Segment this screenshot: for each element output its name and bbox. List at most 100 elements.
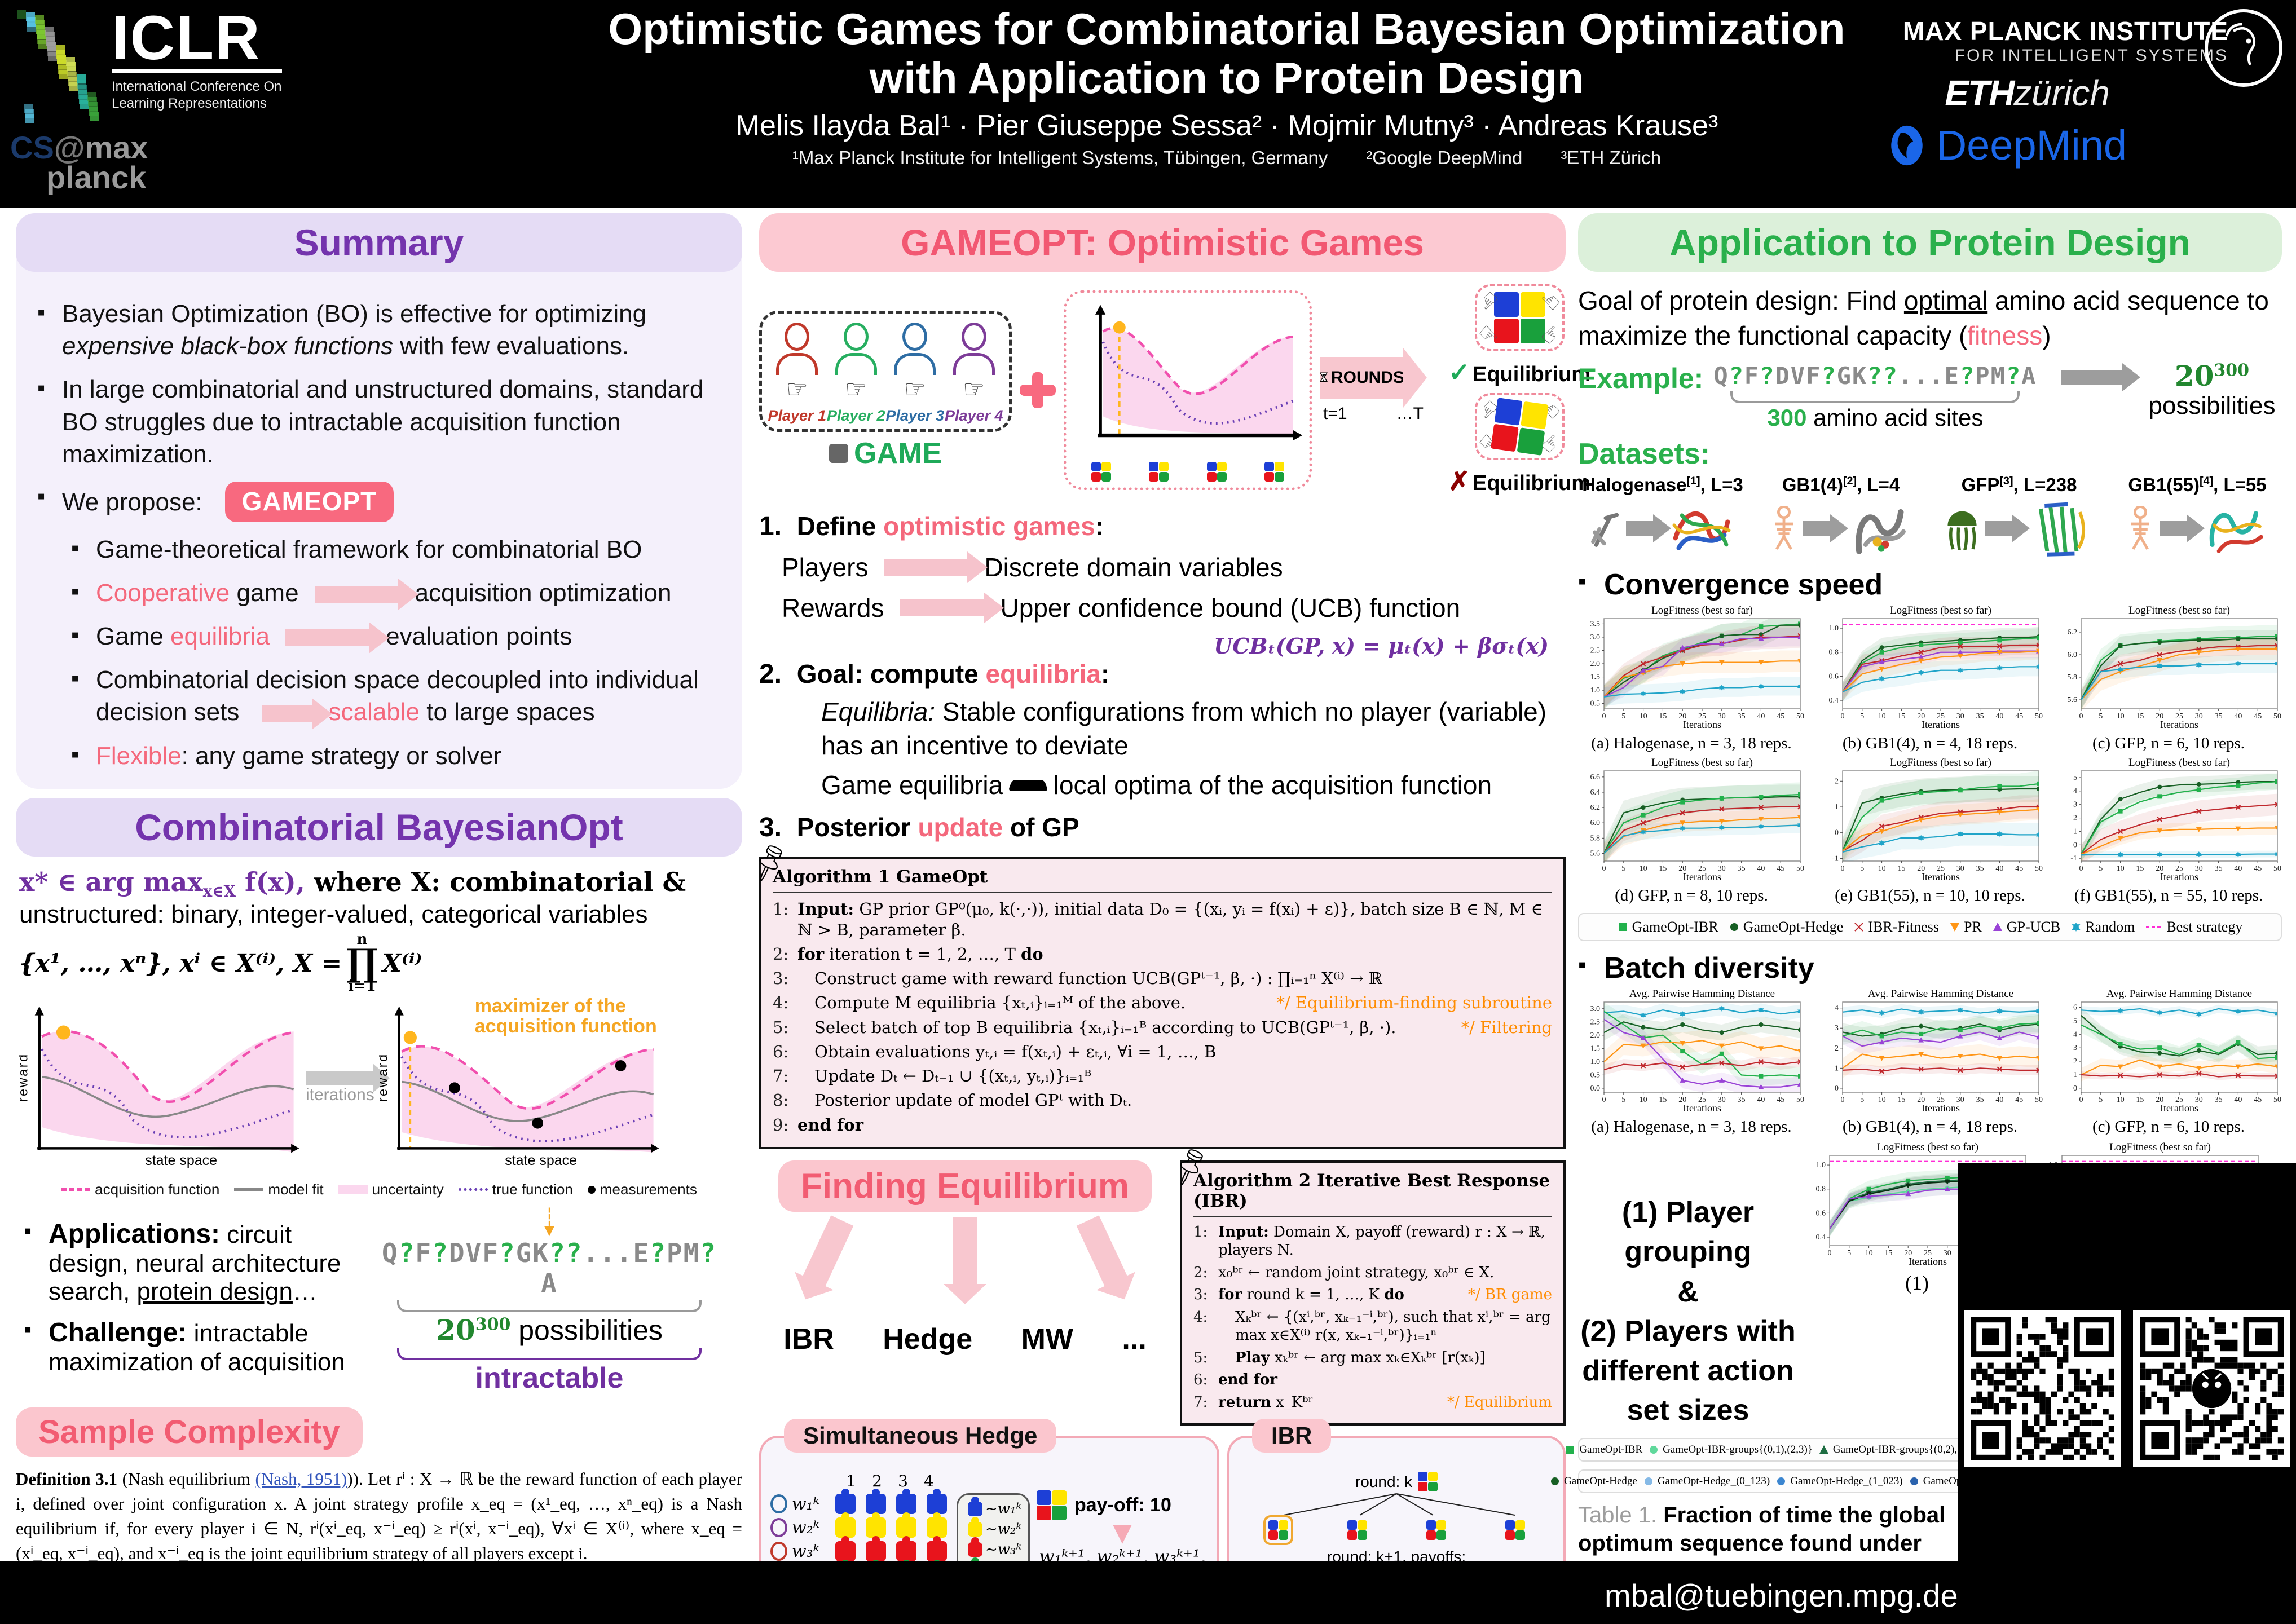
svg-text:25: 25 — [1698, 1096, 1706, 1104]
svg-text:0: 0 — [1835, 1084, 1839, 1093]
svg-text:50: 50 — [1796, 864, 1804, 873]
algorithm-line: 1: Input: GP prior GP⁰(μ₀, k(·,·)), initi… — [773, 899, 1544, 939]
svg-text:5: 5 — [2073, 774, 2077, 782]
jellyfish-icon — [1947, 511, 1977, 551]
svg-text:45: 45 — [1777, 1096, 1784, 1104]
amino-sequence: Q?F?DVF?GK??...E?PM?A — [1713, 362, 2037, 390]
svg-text:2.5: 2.5 — [1590, 647, 1601, 655]
svg-text:15: 15 — [2136, 1096, 2144, 1104]
svg-text:0.5: 0.5 — [1590, 1071, 1601, 1080]
truefn-swatch — [458, 1188, 488, 1191]
convergence-charts: LogFitness (best so far) 0.5 1.0 1.5 2.0 2.5 3… — [1578, 604, 2282, 905]
algorithm-line: 9: end for — [773, 1115, 864, 1135]
solver-hedge: Hedge — [883, 1322, 973, 1356]
algorithm-line: 2: for iteration t = 1, 2, …, T do — [773, 944, 1043, 964]
algorithm-2: 📌︎ Algorithm 2 Iterative Best Response (… — [1166, 1142, 1566, 1426]
puzzle-config-icon — [1206, 462, 1227, 482]
svg-text:30: 30 — [1718, 712, 1726, 721]
svg-text:5.8: 5.8 — [1590, 835, 1601, 843]
algorithm-line: 2: x₀ᵇʳ ← random joint strategy, x₀ᵇʳ ∈ X… — [1193, 1264, 1495, 1281]
svg-text:20: 20 — [1678, 864, 1686, 873]
svg-text:50: 50 — [2035, 864, 2043, 873]
main-legend: GameOpt-IBR GameOpt-Hedge IBR-Fitness PR GP-… — [1578, 913, 2282, 942]
payoff-label: pay-off: 10 — [1074, 1494, 1171, 1516]
svg-text:30: 30 — [1956, 864, 1964, 873]
svg-text:3.0: 3.0 — [1590, 1005, 1601, 1013]
dataset-gb1-4: GB1(4)[2], L=4 — [1756, 474, 1925, 558]
nash-link[interactable]: (Nash, 1951) — [255, 1469, 347, 1489]
svg-text:5.6: 5.6 — [1590, 850, 1601, 858]
svg-text:35: 35 — [1976, 1096, 1984, 1104]
qr-code — [2132, 1309, 2290, 1467]
qr-panel: Paper Code — [1958, 1163, 2296, 1624]
svg-text:Avg. Pairwise Hamming Distance: Avg. Pairwise Hamming Distance — [1868, 988, 2013, 1000]
svg-text:5: 5 — [2073, 1017, 2077, 1026]
svg-text:0: 0 — [1828, 1249, 1832, 1257]
summary-bullet-1: Bayesian Optimization (BO) is effective … — [33, 298, 725, 362]
pink-arrow-icon — [314, 579, 418, 611]
svg-text:LogFitness (best so far): LogFitness (best so far) — [1651, 605, 1753, 616]
svg-text:30: 30 — [1956, 712, 1964, 721]
algorithm-1: 📌︎ Algorithm 1 GameOpt 1: Input: GP prior… — [745, 839, 1566, 1149]
svg-text:35: 35 — [1976, 864, 1984, 873]
svg-text:10: 10 — [1640, 864, 1647, 873]
svg-text:2.0: 2.0 — [1590, 1031, 1601, 1040]
svg-text:25: 25 — [2175, 712, 2183, 721]
svg-text:10: 10 — [2117, 864, 2125, 873]
svg-text:1: 1 — [1835, 803, 1839, 811]
svg-text:5: 5 — [2099, 864, 2103, 873]
equilibrium-box-bad: ☞ ☞ ☞ ☞ — [1472, 393, 1567, 460]
summary-bullet-2: In large combinatorial and unstructured … — [33, 373, 725, 470]
svg-text:35: 35 — [1738, 1096, 1746, 1104]
example-row: Example: Q?F?DVF?GK??...E?PM?A 300 amino… — [1578, 359, 2276, 431]
puzzle-scattered-icon — [1490, 398, 1549, 456]
candidate-1 — [1263, 1515, 1293, 1546]
svg-text:45: 45 — [2254, 712, 2262, 721]
summary-panel: Summary Bayesian Optimization (BO) is ef… — [16, 213, 742, 789]
rewards-mapping: Rewards Upper confidence bound (UCB) func… — [782, 592, 1461, 624]
svg-text:1.5: 1.5 — [1590, 1045, 1601, 1053]
purple-brace — [397, 1348, 702, 1361]
intractable-label: intractable — [475, 1362, 624, 1395]
svg-text:5: 5 — [1860, 712, 1864, 721]
acquisition-swatch — [61, 1188, 91, 1191]
svg-text:10: 10 — [1640, 712, 1647, 721]
hedge-row-1: w₁ᵏ — [770, 1494, 950, 1515]
svg-text:35: 35 — [1738, 712, 1746, 721]
amino-sequence: Q?F?DVF?GK??...E?PM?A — [382, 1238, 717, 1299]
puzzle-icon — [829, 443, 848, 463]
svg-text:1: 1 — [2073, 1071, 2077, 1079]
gray-arrow-icon — [2061, 363, 2141, 392]
authors: Melis Ilayda Bal¹ · Pier Giuseppe Sessa²… — [735, 109, 1718, 142]
header: ICLR International Conference On Learning… — [0, 0, 2296, 208]
svg-text:30: 30 — [2195, 712, 2203, 721]
svg-text:5: 5 — [1621, 864, 1625, 873]
svg-text:reward: reward — [379, 1053, 390, 1102]
svg-text:25: 25 — [1698, 864, 1706, 873]
svg-text:10: 10 — [2117, 712, 2125, 721]
svg-text:2.5: 2.5 — [1590, 1018, 1601, 1026]
applications-bullet: Applications: circuit design, neural arc… — [19, 1219, 369, 1306]
legend-item: Best strategy — [2146, 919, 2243, 935]
skeleton-icon — [1775, 506, 1793, 550]
svg-text:Avg. Pairwise Hamming Distance: Avg. Pairwise Hamming Distance — [1629, 988, 1775, 1000]
svg-text:15: 15 — [1897, 1096, 1905, 1104]
svg-text:3.5: 3.5 — [1590, 620, 1601, 629]
svg-text:LogFitness (best so far): LogFitness (best so far) — [2128, 605, 2230, 616]
middle-column: GAMEOPT: Optimistic Games ☞ ☞ ☞ ☞ Player… — [745, 213, 1590, 1624]
svg-text:0.6: 0.6 — [1829, 673, 1839, 681]
svg-text:3: 3 — [2073, 801, 2077, 809]
chart-gb1-55-10: LogFitness (best so far) -1 0 1 2 0 5 10 15 20 25 3… — [1817, 757, 2043, 885]
iterations-arrow: iterations — [306, 1063, 390, 1105]
pink-arrow-icon — [262, 698, 332, 730]
chart-hamming-gfp: Avg. Pairwise Hamming Distance 0 1 2 3 4 5 6 0 5 1… — [2055, 988, 2282, 1116]
hourglass-icon — [1320, 372, 1328, 382]
svg-text:Iterations: Iterations — [1922, 719, 1960, 730]
tree-edges — [1283, 1493, 1515, 1516]
candidate-3 — [1426, 1520, 1446, 1541]
svg-text:50: 50 — [1796, 1096, 1804, 1104]
uncertainty-swatch — [338, 1185, 368, 1194]
svg-text:3: 3 — [2073, 1044, 2077, 1052]
algorithm-line: 7: Update Dₜ ← Dₜ₋₁ ∪ {(xₜ,ᵢ, yₜ,ᵢ)}ᵢ₌₁ᴮ — [773, 1066, 1092, 1086]
